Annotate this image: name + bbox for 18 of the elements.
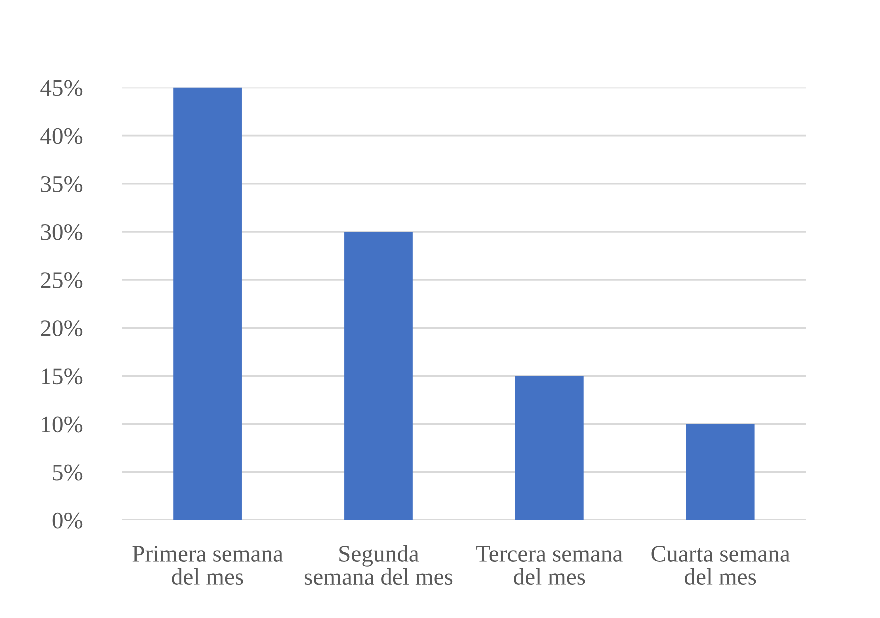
y-tick-label: 20% [41, 320, 83, 337]
x-tick-label: Cuarta semana del mes [652, 546, 790, 586]
y-tick-label: 0% [52, 512, 83, 529]
bar [174, 88, 242, 520]
bar [344, 232, 413, 520]
y-tick-label: 15% [42, 368, 83, 385]
y-tick-label: 10% [42, 416, 83, 433]
y-tick-label: 45% [40, 80, 83, 96]
bar [515, 376, 584, 520]
y-tick-label: 25% [41, 272, 83, 289]
x-tick-label: Tercera semana del mes [476, 546, 623, 586]
bar [686, 424, 755, 520]
x-tick-label: Segunda semana del mes [304, 545, 453, 586]
x-tick-label: Primera semana del mes [132, 546, 284, 586]
y-tick-label: 30% [41, 224, 83, 240]
y-tick-label: 40% [40, 128, 83, 144]
y-tick-label: 35% [41, 176, 83, 192]
y-tick-label: 5% [53, 464, 83, 481]
